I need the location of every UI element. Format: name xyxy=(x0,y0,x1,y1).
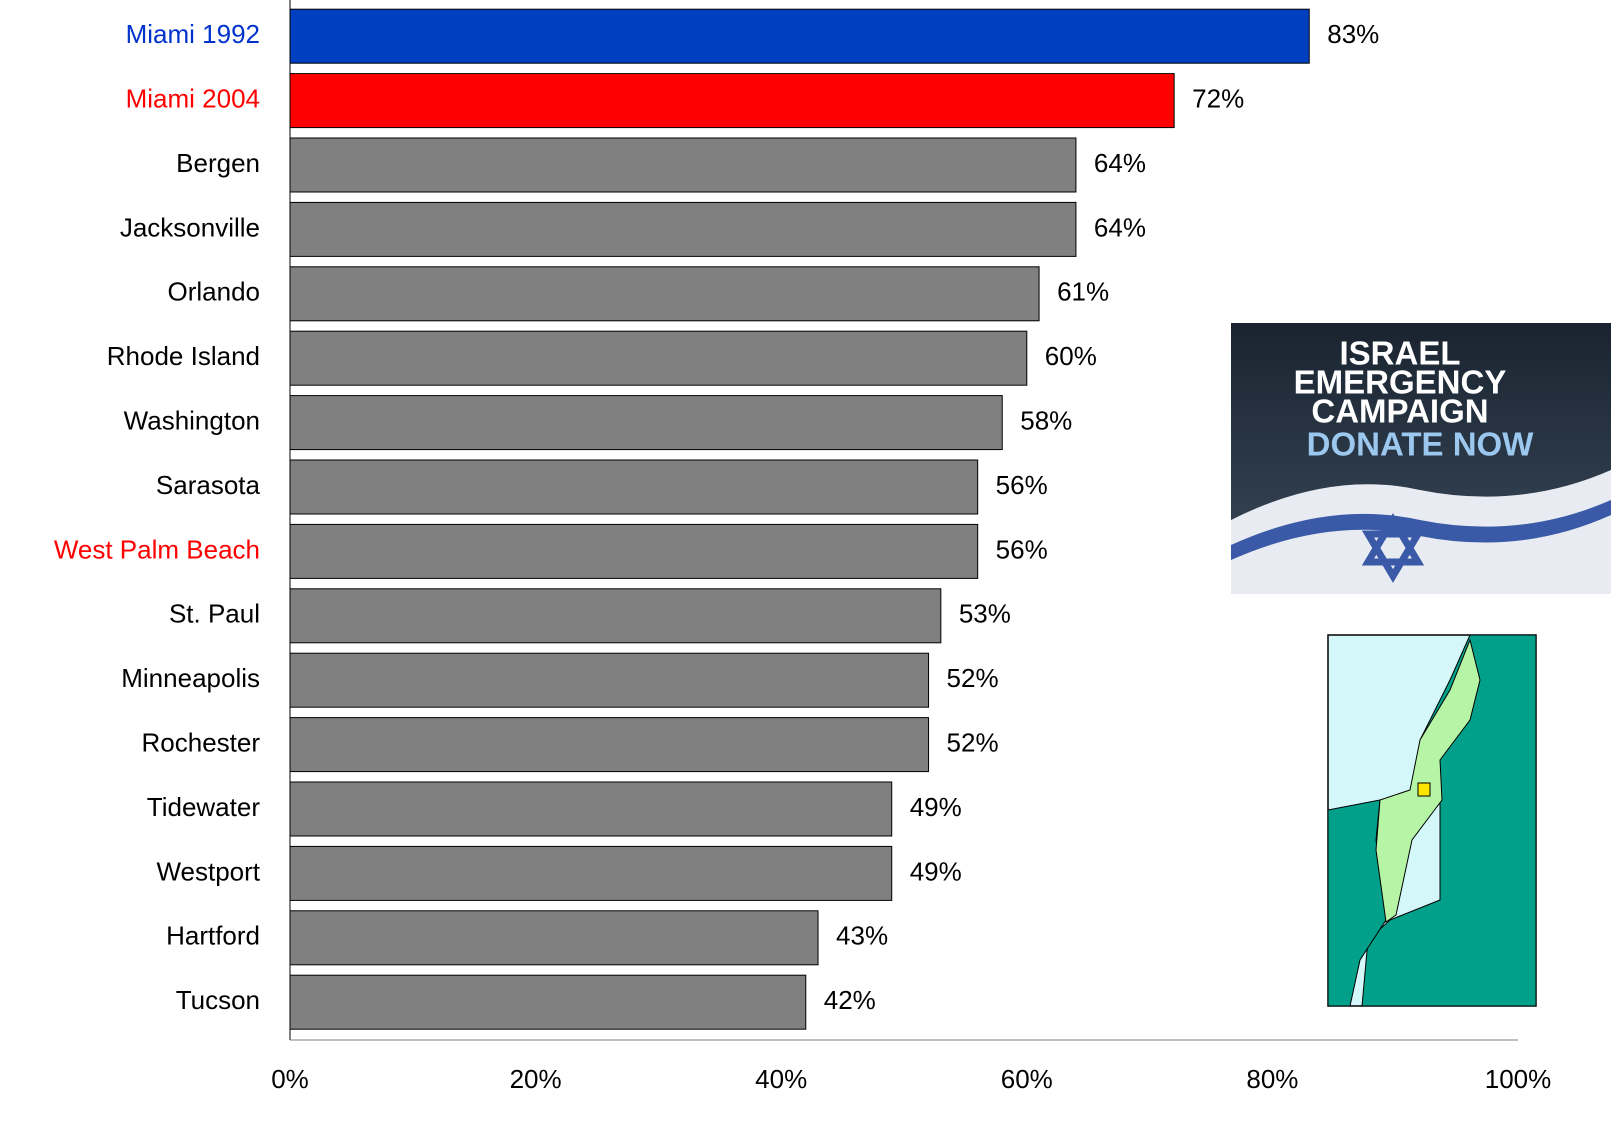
x-tick-label: 40% xyxy=(755,1064,807,1094)
value-label: 61% xyxy=(1057,277,1109,307)
banner-line: ISRAEL xyxy=(1339,335,1460,372)
y-tick-label: St. Paul xyxy=(169,599,260,629)
bar xyxy=(289,201,1077,257)
banner[interactable]: ISRAEL EMERGENCY CAMPAIGN DONATE NOW xyxy=(1231,323,1611,594)
y-tick-label: Westport xyxy=(156,856,260,886)
value-label: 58% xyxy=(1020,405,1072,435)
value-label: 53% xyxy=(959,599,1011,629)
bar xyxy=(289,137,1077,193)
y-tick-label: Rhode Island xyxy=(107,341,260,371)
y-tick-label: Washington xyxy=(124,405,260,435)
bar xyxy=(289,523,979,579)
y-tick-label: Orlando xyxy=(168,277,261,307)
x-tick-label: 80% xyxy=(1246,1064,1298,1094)
y-tick-label: Miami 1992 xyxy=(126,19,260,49)
value-label: 43% xyxy=(836,921,888,951)
map xyxy=(1327,634,1537,1007)
y-tick-label: Tucson xyxy=(176,985,260,1015)
value-label: 64% xyxy=(1094,212,1146,242)
value-label: 56% xyxy=(996,470,1048,500)
star xyxy=(1361,513,1425,583)
y-tick-label: Tidewater xyxy=(147,792,261,822)
y-tick-label: Hartford xyxy=(166,921,260,951)
bar xyxy=(289,395,1003,451)
bar xyxy=(289,652,930,708)
bar xyxy=(289,781,893,837)
flag-stripe xyxy=(1231,500,1611,560)
bar xyxy=(289,974,807,1030)
bar xyxy=(289,266,1040,322)
bar xyxy=(289,459,979,515)
y-tick-label: Bergen xyxy=(176,148,260,178)
value-label: 60% xyxy=(1045,341,1097,371)
bar xyxy=(289,845,893,901)
value-label: 52% xyxy=(947,663,999,693)
bar xyxy=(289,717,930,773)
y-tick-label: Sarasota xyxy=(156,470,261,500)
value-label: 72% xyxy=(1192,83,1244,113)
y-tick-label: Jacksonville xyxy=(120,212,260,242)
y-tick-label: Minneapolis xyxy=(121,663,260,693)
y-tick-label: West Palm Beach xyxy=(54,534,260,564)
banner-line: DONATE NOW xyxy=(1307,426,1535,463)
x-tick-label: 20% xyxy=(510,1064,562,1094)
value-label: 83% xyxy=(1327,19,1379,49)
y-tick-label: Miami 2004 xyxy=(126,83,260,113)
value-label: 64% xyxy=(1094,148,1146,178)
value-label: 42% xyxy=(824,985,876,1015)
x-tick-label: 0% xyxy=(271,1064,309,1094)
value-label: 49% xyxy=(910,856,962,886)
value-label: 52% xyxy=(947,727,999,757)
x-tick-label: 60% xyxy=(1001,1064,1053,1094)
bar xyxy=(289,8,1310,64)
banner-line: CAMPAIGN xyxy=(1311,393,1488,430)
bar xyxy=(289,588,942,644)
bar xyxy=(289,330,1028,386)
bar xyxy=(289,910,819,966)
y-tick-label: Rochester xyxy=(142,727,261,757)
value-label: 49% xyxy=(910,792,962,822)
banner-line: EMERGENCY xyxy=(1294,364,1507,401)
bar xyxy=(289,73,1175,129)
value-label: 56% xyxy=(996,534,1048,564)
x-tick-label: 100% xyxy=(1485,1064,1552,1094)
